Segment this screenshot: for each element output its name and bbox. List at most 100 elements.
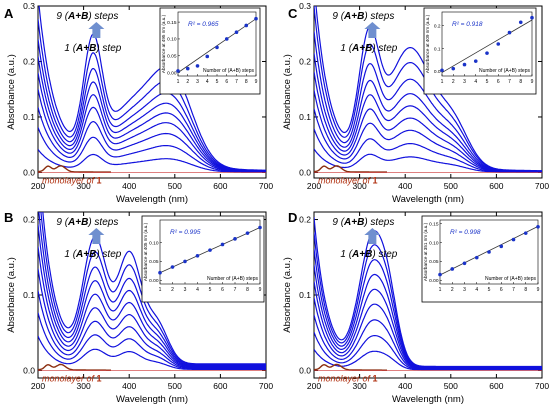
- inset-x-tick-label: 7: [235, 79, 238, 85]
- inset-x-tick-label: 1: [177, 79, 180, 85]
- x-tick-label: 400: [398, 181, 412, 191]
- inset-y-tick-label: 0.1: [434, 46, 441, 52]
- inset-x-tick-label: 2: [171, 287, 174, 293]
- x-tick-label: 400: [398, 381, 412, 391]
- x-tick-label: 200: [307, 381, 321, 391]
- inset-y-tick-label: 0.00: [149, 278, 159, 284]
- panel-c: 200 300 400 500 600 700 0.0 0.1 0.2 0.3 Wavelength…: [282, 1, 549, 205]
- inset-data-point: [451, 66, 456, 71]
- x-tick-label: 300: [353, 181, 367, 191]
- inset-x-tick-label: 4: [474, 79, 477, 85]
- inset-data-point: [474, 255, 479, 260]
- y-tick-label: 0.3: [299, 1, 311, 11]
- inset-x-tick-label: 3: [196, 79, 199, 85]
- inset-frame: [141, 215, 265, 303]
- series-group: [38, 6, 266, 173]
- inset-y-tick-label: 0.00: [167, 70, 177, 76]
- inset-x-tick-label: 9: [255, 79, 258, 85]
- inset-y-tick-label: 0.05: [167, 54, 177, 60]
- inset-x-tick-label: 3: [463, 79, 466, 85]
- inset-data-point: [215, 45, 219, 50]
- x-tick-label: 600: [213, 381, 227, 391]
- series-line-step-1: [38, 335, 266, 370]
- top-steps-label: 9 (A+B) steps: [56, 217, 118, 228]
- panel-letter: A: [4, 6, 14, 21]
- series-line-step-1: [314, 148, 542, 173]
- inset-x-tick-label: 6: [225, 79, 228, 85]
- series-line-step-2: [314, 331, 542, 371]
- inset-x-tick-label: 5: [488, 287, 491, 293]
- inset-x-tick-label: 8: [246, 287, 249, 293]
- x-tick-label: 400: [122, 181, 136, 191]
- series-line-step-4: [38, 268, 266, 368]
- x-tick-label: 700: [535, 381, 549, 391]
- inset-data-point: [183, 259, 187, 264]
- inset-x-tick-label: 9: [537, 287, 540, 293]
- inset-y-axis-label: Absorbance at 409 nm (a.u.): [425, 14, 430, 73]
- y-tick-label: 0.2: [299, 215, 311, 225]
- inset-data-point: [499, 244, 504, 249]
- inset-x-axis-label: Number of (A+B) steps: [203, 68, 254, 74]
- monolayer-line: [314, 165, 387, 173]
- inset-x-tick-label: 6: [497, 79, 500, 85]
- series-line-step-8: [38, 18, 266, 172]
- inset-x-tick-label: 2: [186, 79, 189, 85]
- panel-letter: B: [4, 210, 13, 225]
- inset-x-axis-label: Number of (A+B) steps: [479, 68, 530, 74]
- panel-d: 200 300 400 500 600 700 0.0 0.1 0.2 Wavelength (n…: [282, 210, 549, 405]
- series-line-step-8: [40, 212, 266, 366]
- monolayer-label: monolayer of 1: [318, 373, 378, 383]
- plot-frame: [37, 5, 267, 179]
- inset-data-point: [170, 265, 175, 269]
- inset-x-tick-label: 2: [451, 287, 454, 293]
- x-axis-label: Wavelength (nm): [116, 194, 188, 205]
- panel-a: 200 300 400 500 600 700 0.0 0.1 0.2 0.3 Wavelength…: [4, 1, 273, 205]
- inset-x-tick-label: 7: [234, 287, 237, 293]
- monolayer-line: [38, 363, 111, 371]
- first-step-label: 1 (A+B) step: [64, 249, 121, 260]
- inset-r2-label: R² = 0.995: [170, 229, 201, 236]
- x-tick-label: 200: [31, 381, 45, 391]
- inset-x-tick-label: 1: [159, 287, 162, 293]
- inset-data-point: [176, 69, 180, 73]
- x-tick-label: 700: [259, 181, 273, 191]
- y-tick-label: 0.2: [23, 56, 35, 66]
- y-tick-label: 0.1: [23, 290, 35, 300]
- inset-data-point: [473, 59, 478, 63]
- inset-data-point: [518, 20, 523, 25]
- inset-data-point: [485, 51, 489, 55]
- inset-data-point: [233, 237, 237, 241]
- monolayer-label: monolayer of 1: [42, 175, 102, 185]
- inset-r2-label: R² = 0.965: [188, 21, 219, 28]
- inset-data-point: [523, 231, 528, 235]
- inset-x-tick-label: 2: [452, 79, 455, 85]
- inset-data-point: [208, 248, 212, 252]
- y-tick-label: 0.0: [23, 365, 35, 375]
- inset-x-tick-label: 1: [441, 79, 444, 85]
- first-step-label: 1 (A+B) step: [340, 249, 397, 260]
- x-tick-label: 300: [77, 181, 91, 191]
- inset-x-tick-label: 5: [216, 79, 219, 85]
- inset-y-tick-label: 0.0: [434, 69, 441, 75]
- y-tick-label: 0.2: [23, 215, 35, 225]
- inset-x-axis-label: Number of (A+B) steps: [207, 276, 258, 282]
- inset-data-point: [440, 68, 444, 73]
- inset-x-tick-label: 5: [209, 287, 212, 293]
- x-tick-label: 500: [168, 181, 182, 191]
- x-tick-label: 300: [353, 381, 367, 391]
- inset-y-tick-label: 0.10: [167, 37, 177, 43]
- x-tick-label: 200: [31, 181, 45, 191]
- y-tick-label: 0.1: [299, 290, 311, 300]
- x-tick-label: 500: [444, 181, 458, 191]
- top-steps-label: 9 (A+B) steps: [56, 11, 118, 22]
- inset-data-point: [511, 237, 516, 242]
- series-line-step-5: [38, 246, 266, 368]
- y-axis-label: Absorbance (a.u.): [6, 257, 17, 333]
- first-step-label: 1 (A+B) step: [340, 43, 397, 54]
- inset-x-tick-label: 3: [184, 287, 187, 293]
- inset-data-point: [254, 16, 258, 21]
- inset-fit-line: [441, 19, 533, 73]
- x-tick-label: 700: [259, 381, 273, 391]
